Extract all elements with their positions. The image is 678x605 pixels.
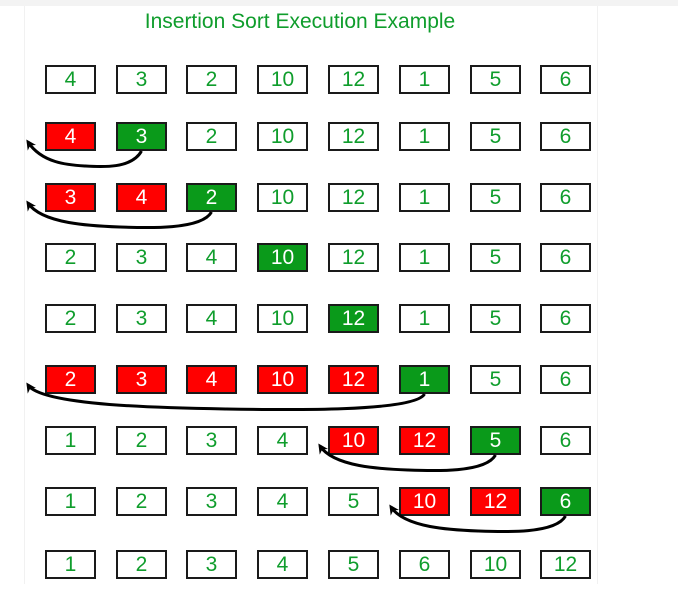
array-cell-r5-c7: 5	[470, 304, 521, 333]
array-cell-r3-c1: 3	[45, 183, 96, 212]
array-cell-r4-c7: 5	[470, 243, 521, 272]
array-cell-r4-c1: 2	[45, 243, 96, 272]
array-cell-r9-c5: 5	[328, 550, 379, 579]
array-cell-r8-c4: 4	[257, 487, 308, 516]
array-cell-r6-c8: 6	[540, 365, 591, 394]
array-cell-r4-c8: 6	[540, 243, 591, 272]
array-cell-r5-c8: 6	[540, 304, 591, 333]
array-cell-r1-c8: 6	[540, 65, 591, 94]
array-cell-r1-c4: 10	[257, 65, 308, 94]
array-cell-r5-c1: 2	[45, 304, 96, 333]
array-cell-r7-c5: 10	[328, 426, 379, 455]
array-cell-r3-c6: 1	[399, 183, 450, 212]
array-cell-r3-c8: 6	[540, 183, 591, 212]
array-cell-r9-c3: 3	[186, 550, 237, 579]
array-cell-r5-c3: 4	[186, 304, 237, 333]
top-bar	[0, 0, 678, 6]
array-cell-r3-c7: 5	[470, 183, 521, 212]
array-cell-r6-c5: 12	[328, 365, 379, 394]
array-cell-r4-c3: 4	[186, 243, 237, 272]
array-cell-r7-c7: 5	[470, 426, 521, 455]
array-cell-r5-c6: 1	[399, 304, 450, 333]
array-cell-r9-c1: 1	[45, 550, 96, 579]
array-cell-r9-c4: 4	[257, 550, 308, 579]
array-cell-r5-c2: 3	[116, 304, 167, 333]
array-cell-r8-c3: 3	[186, 487, 237, 516]
array-cell-r9-c2: 2	[116, 550, 167, 579]
array-cell-r1-c1: 4	[45, 65, 96, 94]
array-cell-r6-c3: 4	[186, 365, 237, 394]
array-cell-r4-c5: 12	[328, 243, 379, 272]
array-cell-r3-c4: 10	[257, 183, 308, 212]
array-cell-r6-c6: 1	[399, 365, 450, 394]
array-cell-r2-c2: 3	[116, 122, 167, 151]
array-cell-r4-c6: 1	[399, 243, 450, 272]
array-cell-r3-c3: 2	[186, 183, 237, 212]
array-cell-r9-c7: 10	[470, 550, 521, 579]
array-cell-r6-c4: 10	[257, 365, 308, 394]
array-cell-r8-c7: 12	[470, 487, 521, 516]
array-cell-r6-c1: 2	[45, 365, 96, 394]
array-cell-r1-c3: 2	[186, 65, 237, 94]
array-cell-r8-c1: 1	[45, 487, 96, 516]
array-cell-r5-c5: 12	[328, 304, 379, 333]
array-cell-r7-c1: 1	[45, 426, 96, 455]
array-cell-r1-c5: 12	[328, 65, 379, 94]
array-cell-r3-c2: 4	[116, 183, 167, 212]
array-cell-r1-c6: 1	[399, 65, 450, 94]
array-cell-r7-c8: 6	[540, 426, 591, 455]
array-cell-r7-c2: 2	[116, 426, 167, 455]
array-cell-r7-c6: 12	[399, 426, 450, 455]
array-cell-r2-c1: 4	[45, 122, 96, 151]
array-cell-r8-c8: 6	[540, 487, 591, 516]
array-cell-r2-c4: 10	[257, 122, 308, 151]
array-cell-r3-c5: 12	[328, 183, 379, 212]
array-cell-r4-c4: 10	[257, 243, 308, 272]
array-cell-r7-c4: 4	[257, 426, 308, 455]
diagram-title: Insertion Sort Execution Example	[144, 10, 456, 33]
array-cell-r8-c5: 5	[328, 487, 379, 516]
array-cell-r8-c6: 10	[399, 487, 450, 516]
array-cell-r4-c2: 3	[116, 243, 167, 272]
array-cell-r2-c8: 6	[540, 122, 591, 151]
array-cell-r8-c2: 2	[116, 487, 167, 516]
array-cell-r2-c7: 5	[470, 122, 521, 151]
array-cell-r1-c7: 5	[470, 65, 521, 94]
array-cell-r6-c7: 5	[470, 365, 521, 394]
array-cell-r1-c2: 3	[116, 65, 167, 94]
array-cell-r2-c3: 2	[186, 122, 237, 151]
array-cell-r2-c6: 1	[399, 122, 450, 151]
array-cell-r9-c8: 12	[540, 550, 591, 579]
array-cell-r9-c6: 6	[399, 550, 450, 579]
array-cell-r5-c4: 10	[257, 304, 308, 333]
array-cell-r6-c2: 3	[116, 365, 167, 394]
array-cell-r7-c3: 3	[186, 426, 237, 455]
array-cell-r2-c5: 12	[328, 122, 379, 151]
